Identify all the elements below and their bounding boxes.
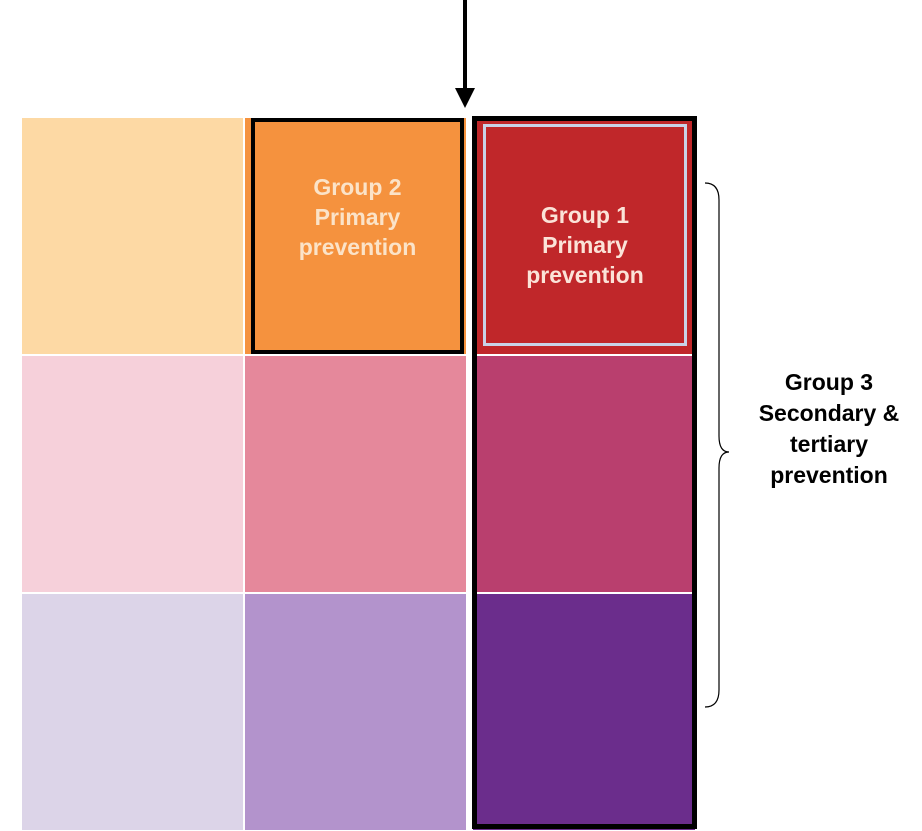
group2-label-line1: Group 2 xyxy=(313,174,402,200)
group1-label-line3: prevention xyxy=(526,262,644,288)
grid-cell-row3-col1 xyxy=(22,594,243,830)
group1-inner-border xyxy=(483,124,687,346)
group2-label: Group 2 Primary prevention xyxy=(251,172,464,262)
grid-cell-row2-col3 xyxy=(473,356,695,592)
group2-label-line3: prevention xyxy=(298,234,417,260)
grid-cell-row2-col2 xyxy=(245,356,466,592)
arrow-down-icon xyxy=(455,0,475,108)
grid-cell-row1-col1 xyxy=(22,118,243,354)
group3-label-line3: tertiary xyxy=(790,431,868,457)
group1-label-line1: Group 1 xyxy=(540,202,630,228)
group3-label: Group 3 Secondary & tertiary prevention xyxy=(740,367,918,491)
group3-label-line2: Secondary & xyxy=(758,400,900,426)
grid-cell-row3-col3 xyxy=(473,594,695,830)
grid-cell-row3-col2 xyxy=(245,594,466,830)
group2-label-line2: Primary xyxy=(314,204,401,230)
group3-label-line4: prevention xyxy=(770,462,888,488)
right-brace-icon xyxy=(704,182,730,708)
group3-label-line1: Group 3 xyxy=(784,369,874,395)
grid-cell-row1-col2 xyxy=(245,118,466,354)
grid-cell-row2-col1 xyxy=(22,356,243,592)
group1-label: Group 1 Primary prevention xyxy=(483,200,687,290)
group1-label-line2: Primary xyxy=(542,232,628,258)
group2-outline xyxy=(251,118,464,354)
column3-outline xyxy=(472,116,697,829)
grid-cell-row1-col3 xyxy=(473,118,695,354)
